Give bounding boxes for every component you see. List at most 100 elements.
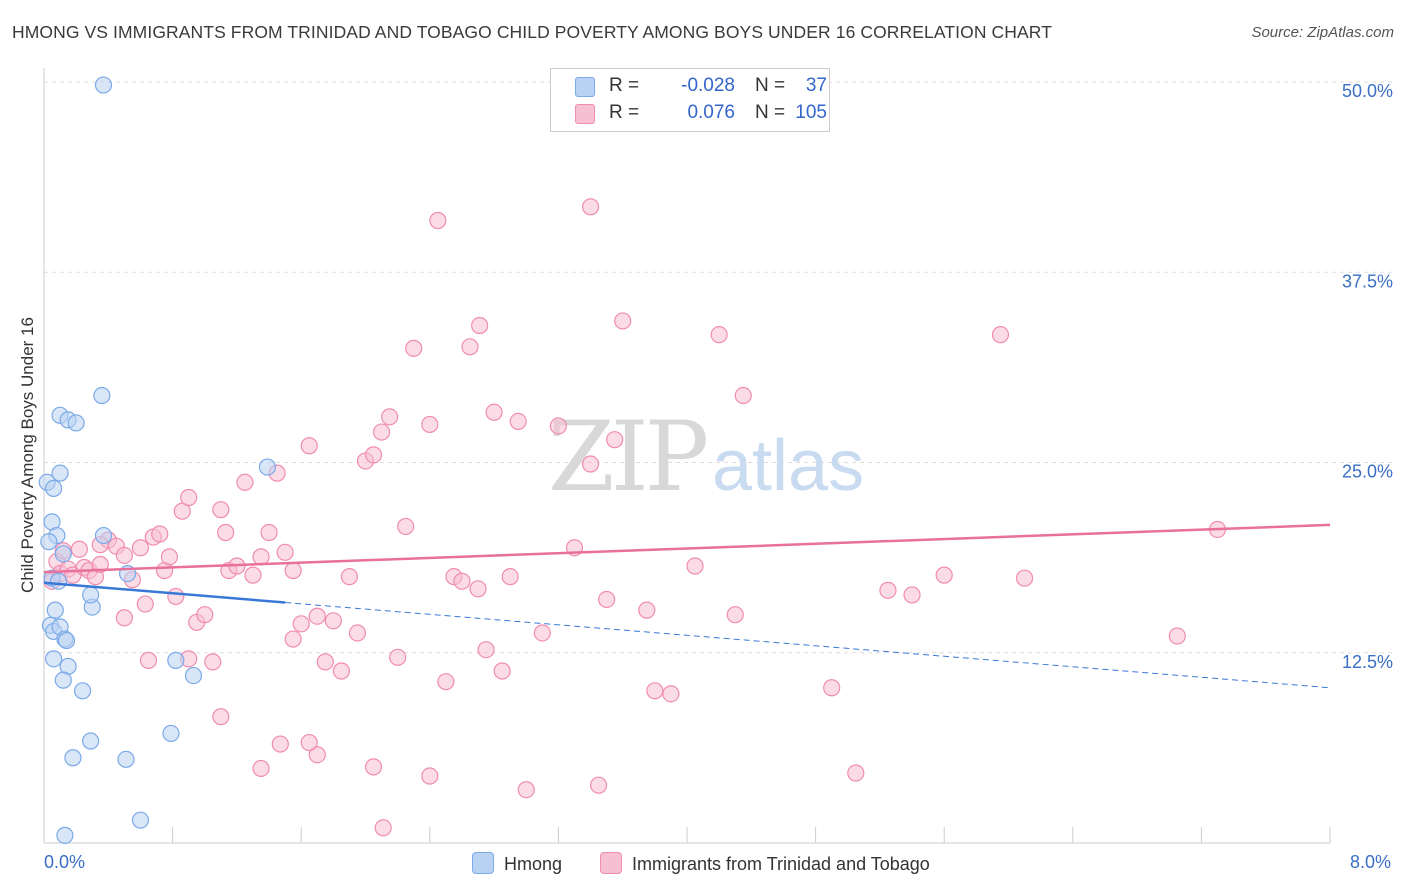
axes [43, 68, 1331, 844]
trinidad-point [421, 767, 439, 785]
trinidad-trendline [43, 523, 1331, 574]
trinidad-point [517, 781, 535, 799]
trinidad-point [598, 590, 616, 609]
trinidad-point [991, 326, 1010, 344]
trinidad-point [453, 572, 471, 590]
hmong-point [45, 650, 63, 668]
hmong-point [82, 586, 100, 604]
y-tick-label: 50.0% [1342, 81, 1393, 101]
trinidad-point [180, 488, 198, 507]
hmong-point [167, 651, 185, 669]
trinidad-point [493, 662, 511, 680]
trinidad-point [167, 587, 185, 606]
trinidad-point [638, 601, 656, 619]
trinidad-point [252, 759, 270, 778]
hmong-point [54, 671, 72, 689]
trinidad-point [308, 746, 326, 764]
trinidad-point [429, 211, 447, 230]
legend-item-hmong: Hmong [472, 852, 562, 876]
y-tick-label: 25.0% [1342, 462, 1393, 482]
source-note: Source: ZipAtlas.com [1251, 24, 1394, 41]
trinidad-point [405, 339, 423, 357]
trinidad-point [381, 408, 399, 426]
trinidad-point [212, 708, 230, 726]
grid [44, 81, 1395, 654]
hmong-point [67, 414, 85, 432]
hmong-trendline-extension [285, 602, 1331, 689]
trinidad-point [91, 555, 109, 574]
hmong-point [184, 666, 203, 685]
y-tick-labels: 12.5% 25.0% 37.5% 50.0% [1342, 81, 1393, 672]
trinidad-point [160, 548, 178, 566]
y-axis-label: Child Poverty Among Boys Under 16 [18, 317, 37, 593]
n-label: N = [755, 75, 786, 96]
n-label: N = [755, 102, 786, 123]
trinidad-point [421, 415, 439, 434]
trinidad-point [397, 517, 415, 536]
trinidad-point [903, 586, 921, 604]
trinidad-point [501, 568, 519, 586]
trinidad-point [131, 539, 150, 557]
hmong-point [131, 811, 150, 829]
trinidad-point [437, 673, 455, 691]
trinidad-point [244, 566, 262, 584]
trinidad-point [686, 557, 704, 575]
hmong-legend-label: Hmong [504, 854, 563, 874]
trinidad-point [139, 651, 158, 669]
trinidad-point [196, 606, 214, 624]
trinidad-point [115, 546, 133, 564]
watermark: ZIP atlas [548, 401, 864, 513]
hmong-point [46, 601, 64, 619]
r-label: R = [609, 102, 640, 123]
trinidad-point [1015, 569, 1034, 587]
trinidad-point [471, 316, 489, 335]
r-value: -0.028 [681, 75, 735, 96]
hmong-point [94, 76, 113, 94]
trinidad-point [710, 326, 728, 344]
trinidad-legend-swatch [600, 852, 622, 874]
trinidad-point [614, 312, 632, 330]
trinidad-point [533, 624, 551, 642]
trinidad-point [364, 446, 383, 464]
trinidad-point [217, 523, 235, 542]
trinidad-point [300, 437, 318, 455]
trinidad-point [879, 581, 897, 599]
trinidad-point [151, 525, 169, 543]
hmong-point [162, 724, 180, 743]
trinidad-point [485, 403, 503, 421]
r-label: R = [609, 75, 640, 96]
r-value: 0.076 [687, 102, 735, 123]
hmong-point [117, 750, 135, 768]
trinidad-point [662, 685, 680, 703]
hmong-point [54, 545, 72, 563]
trinidad-point [284, 561, 302, 580]
hmong-point [51, 464, 69, 482]
watermark-atlas: atlas [712, 426, 864, 506]
trinidad-point [469, 580, 487, 598]
trinidad-point [509, 412, 527, 431]
y-tick-label: 12.5% [1342, 652, 1393, 672]
correlation-legend: R = -0.028 N = 37 R = 0.076 N = 105 [550, 68, 830, 132]
hmong-point [93, 386, 111, 405]
hmong-point [73, 682, 92, 700]
trinidad-point [316, 653, 334, 671]
trinidad-point [308, 607, 326, 625]
n-value: 105 [795, 102, 827, 123]
trinidad-point [606, 431, 624, 449]
legend-item-trinidad: Immigrants from Trinidad and Tobago [600, 852, 930, 876]
trinidad-point [276, 543, 294, 561]
trinidad-point [252, 548, 270, 566]
trinidad-point [271, 735, 289, 753]
hmong-point [49, 572, 68, 590]
trinidad-point [935, 566, 953, 584]
trinidad-point [549, 417, 568, 435]
hmong-point [40, 533, 58, 551]
trinidad-point [477, 641, 495, 659]
trinidad-point [461, 338, 479, 356]
trinidad-point [823, 679, 841, 697]
trinidad-point [324, 612, 342, 630]
trinidad-point [204, 653, 222, 671]
trinidad-point [389, 648, 407, 666]
trinidad-point [726, 606, 744, 624]
trinidad-point [348, 624, 367, 642]
